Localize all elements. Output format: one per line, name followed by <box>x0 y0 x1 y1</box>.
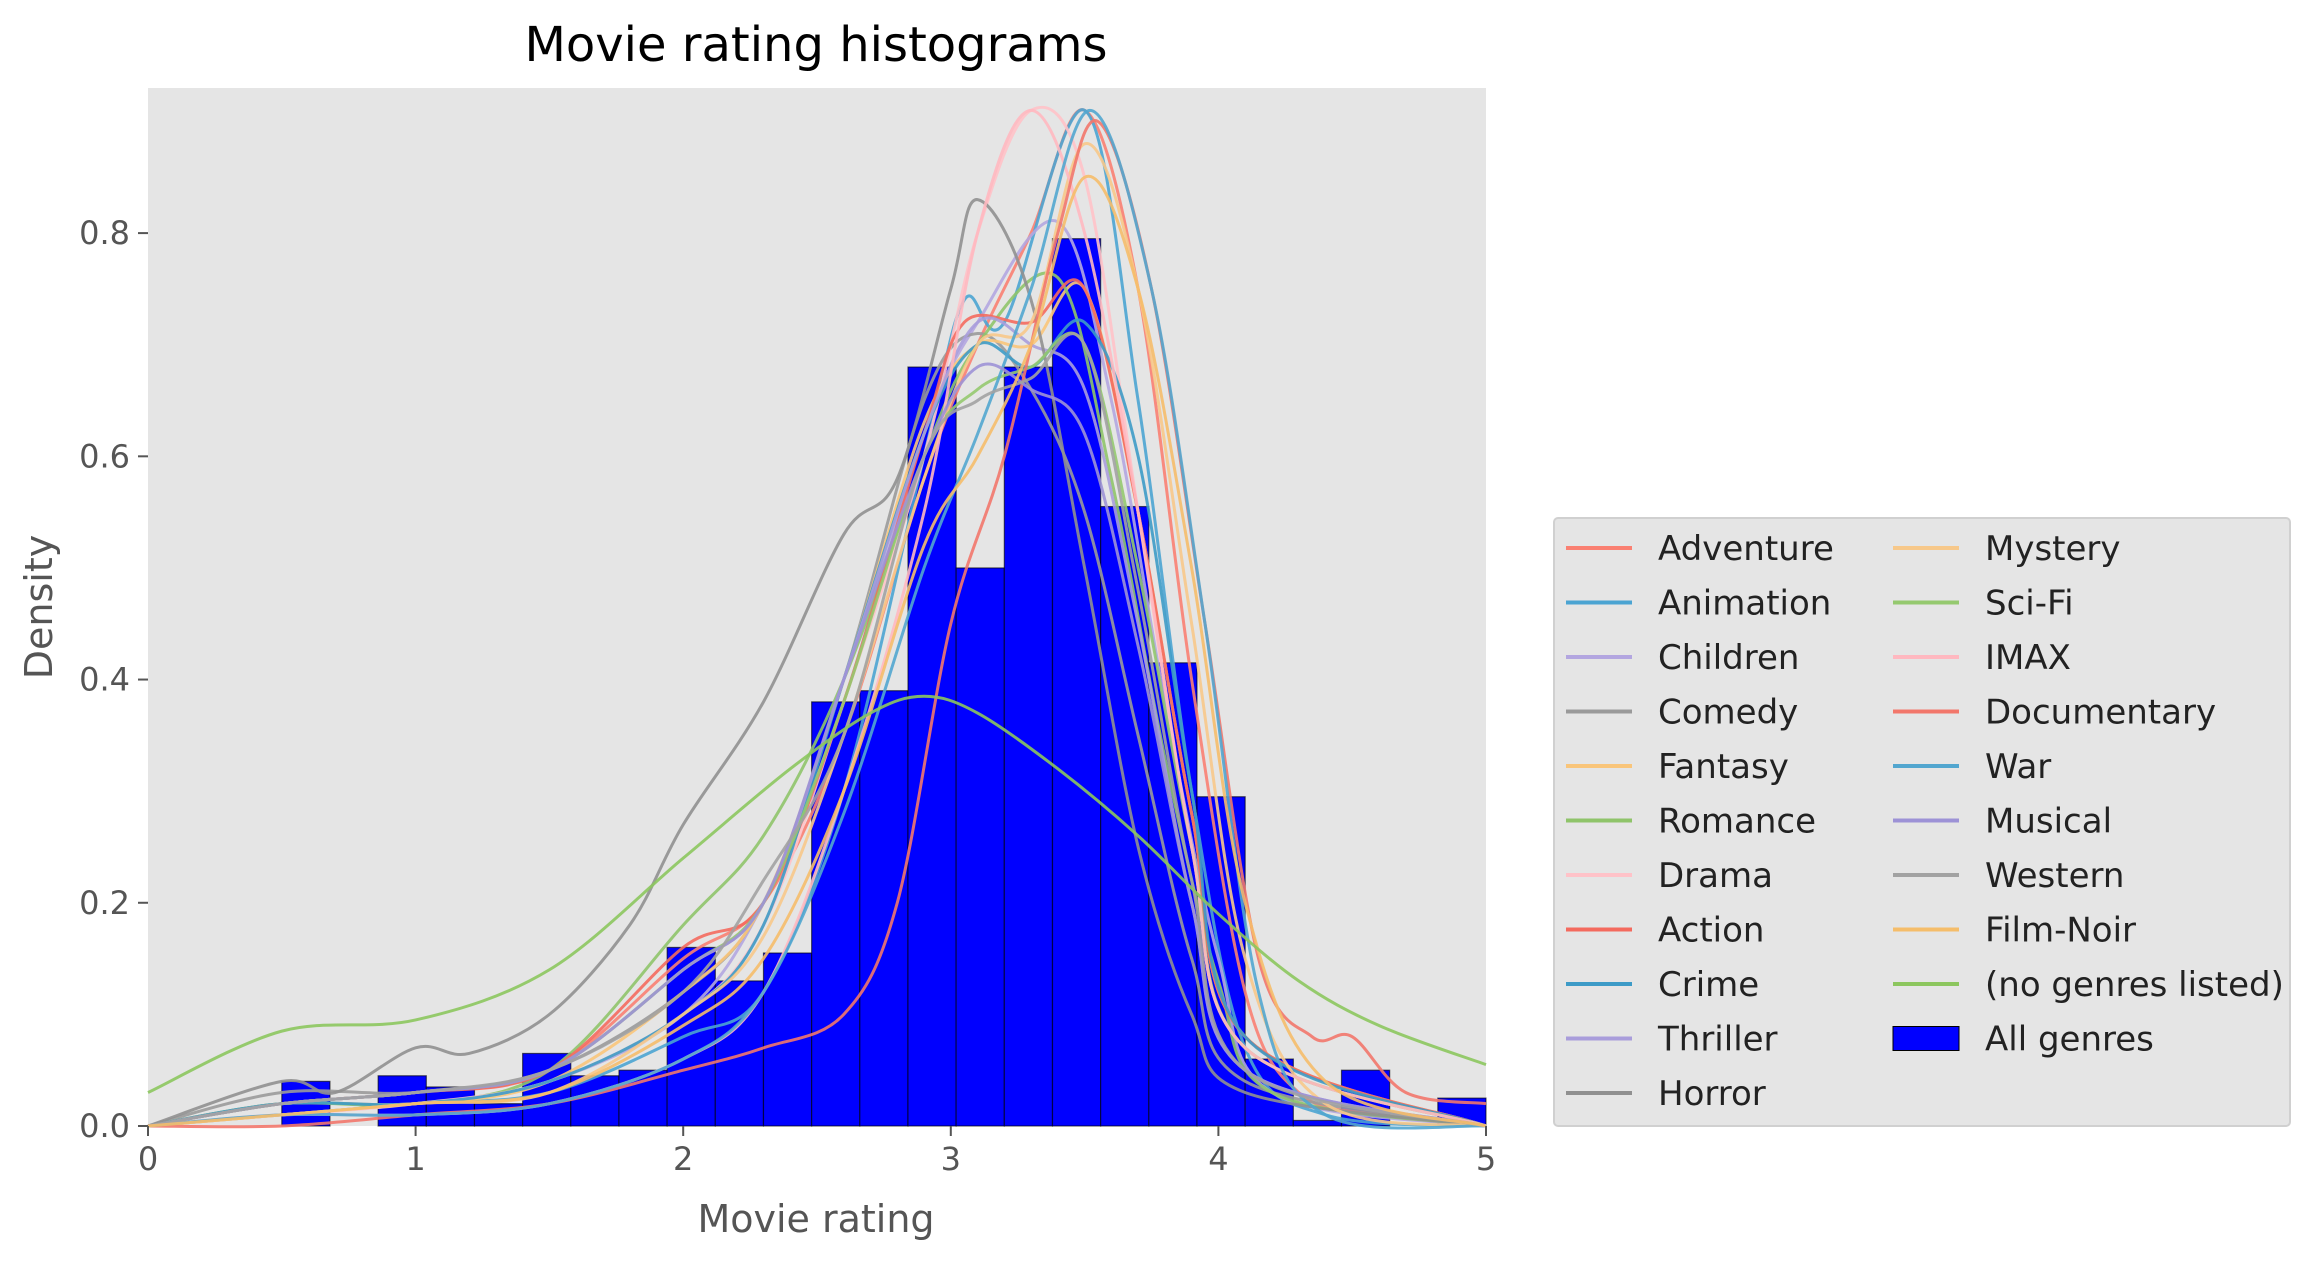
x-axis: 0 1 2 3 4 5 <box>138 1126 1496 1178</box>
legend-label-action: Action <box>1658 911 1764 951</box>
density-curves <box>147 105 1487 1130</box>
legend-label-mystery: Mystery <box>1985 529 2121 569</box>
legend-label-imax: IMAX <box>1985 638 2071 678</box>
legend-label-western: Western <box>1985 856 2124 896</box>
y-tick-label: 0.6 <box>79 437 130 475</box>
x-tick-label: 0 <box>138 1140 158 1178</box>
legend-label-children: Children <box>1658 638 1799 678</box>
legend-label-film-noir: Film-Noir <box>1985 911 2136 951</box>
density-curve-horror <box>147 198 1487 1128</box>
density-curve-western <box>147 332 1487 1128</box>
legend-label-adventure: Adventure <box>1658 529 1834 569</box>
x-tick-label: 4 <box>1208 1140 1228 1178</box>
y-tick-label: 0.2 <box>79 884 130 922</box>
x-tick-label: 3 <box>941 1140 961 1178</box>
legend-label-musical: Musical <box>1985 802 2112 842</box>
histogram-bar <box>1292 1119 1343 1127</box>
legend-label-all-genres: All genres <box>1985 1020 2154 1060</box>
legend-label-thriller: Thriller <box>1657 1020 1778 1060</box>
x-tick-label: 5 <box>1476 1140 1496 1178</box>
histogram-bars <box>281 238 1487 1127</box>
legend: Adventure Animation Children Comedy Fantasy R… <box>1553 517 2291 1127</box>
y-axis-label: Density <box>17 535 61 679</box>
y-tick-label: 0.0 <box>79 1107 130 1145</box>
x-axis-label: Movie rating <box>697 1197 934 1241</box>
chart-title: Movie rating histograms <box>524 17 1107 73</box>
legend-label-animation: Animation <box>1658 584 1831 624</box>
y-tick-label: 0.8 <box>79 214 130 252</box>
legend-swatch-all-genres <box>1892 1026 1960 1051</box>
legend-label-no-genres-listed: (no genres listed) <box>1985 965 2284 1005</box>
density-curve-war <box>147 108 1487 1130</box>
density-curve-action <box>147 278 1487 1128</box>
histogram-bar <box>618 1069 668 1127</box>
legend-label-romance: Romance <box>1658 802 1816 842</box>
histogram-bar <box>425 1086 476 1127</box>
y-axis: 0.0 0.2 0.4 0.6 0.8 <box>79 214 148 1145</box>
legend-label-documentary: Documentary <box>1985 693 2216 733</box>
legend-label-comedy: Comedy <box>1658 693 1798 733</box>
histogram-bar <box>859 690 909 1127</box>
density-curve-film-noir <box>147 174 1487 1128</box>
y-tick-label: 0.4 <box>79 661 130 699</box>
legend-label-drama: Drama <box>1658 856 1773 896</box>
legend-label-war: War <box>1985 747 2051 787</box>
legend-label-horror: Horror <box>1658 1074 1766 1114</box>
density-curve-no-genres-listed <box>147 694 1487 1094</box>
legend-label-sci-fi: Sci-Fi <box>1985 584 2074 624</box>
x-tick-label: 1 <box>405 1140 425 1178</box>
legend-label-crime: Crime <box>1658 965 1759 1005</box>
histogram-bar <box>955 567 1005 1127</box>
legend-label-fantasy: Fantasy <box>1658 747 1789 787</box>
x-tick-label: 2 <box>673 1140 693 1178</box>
